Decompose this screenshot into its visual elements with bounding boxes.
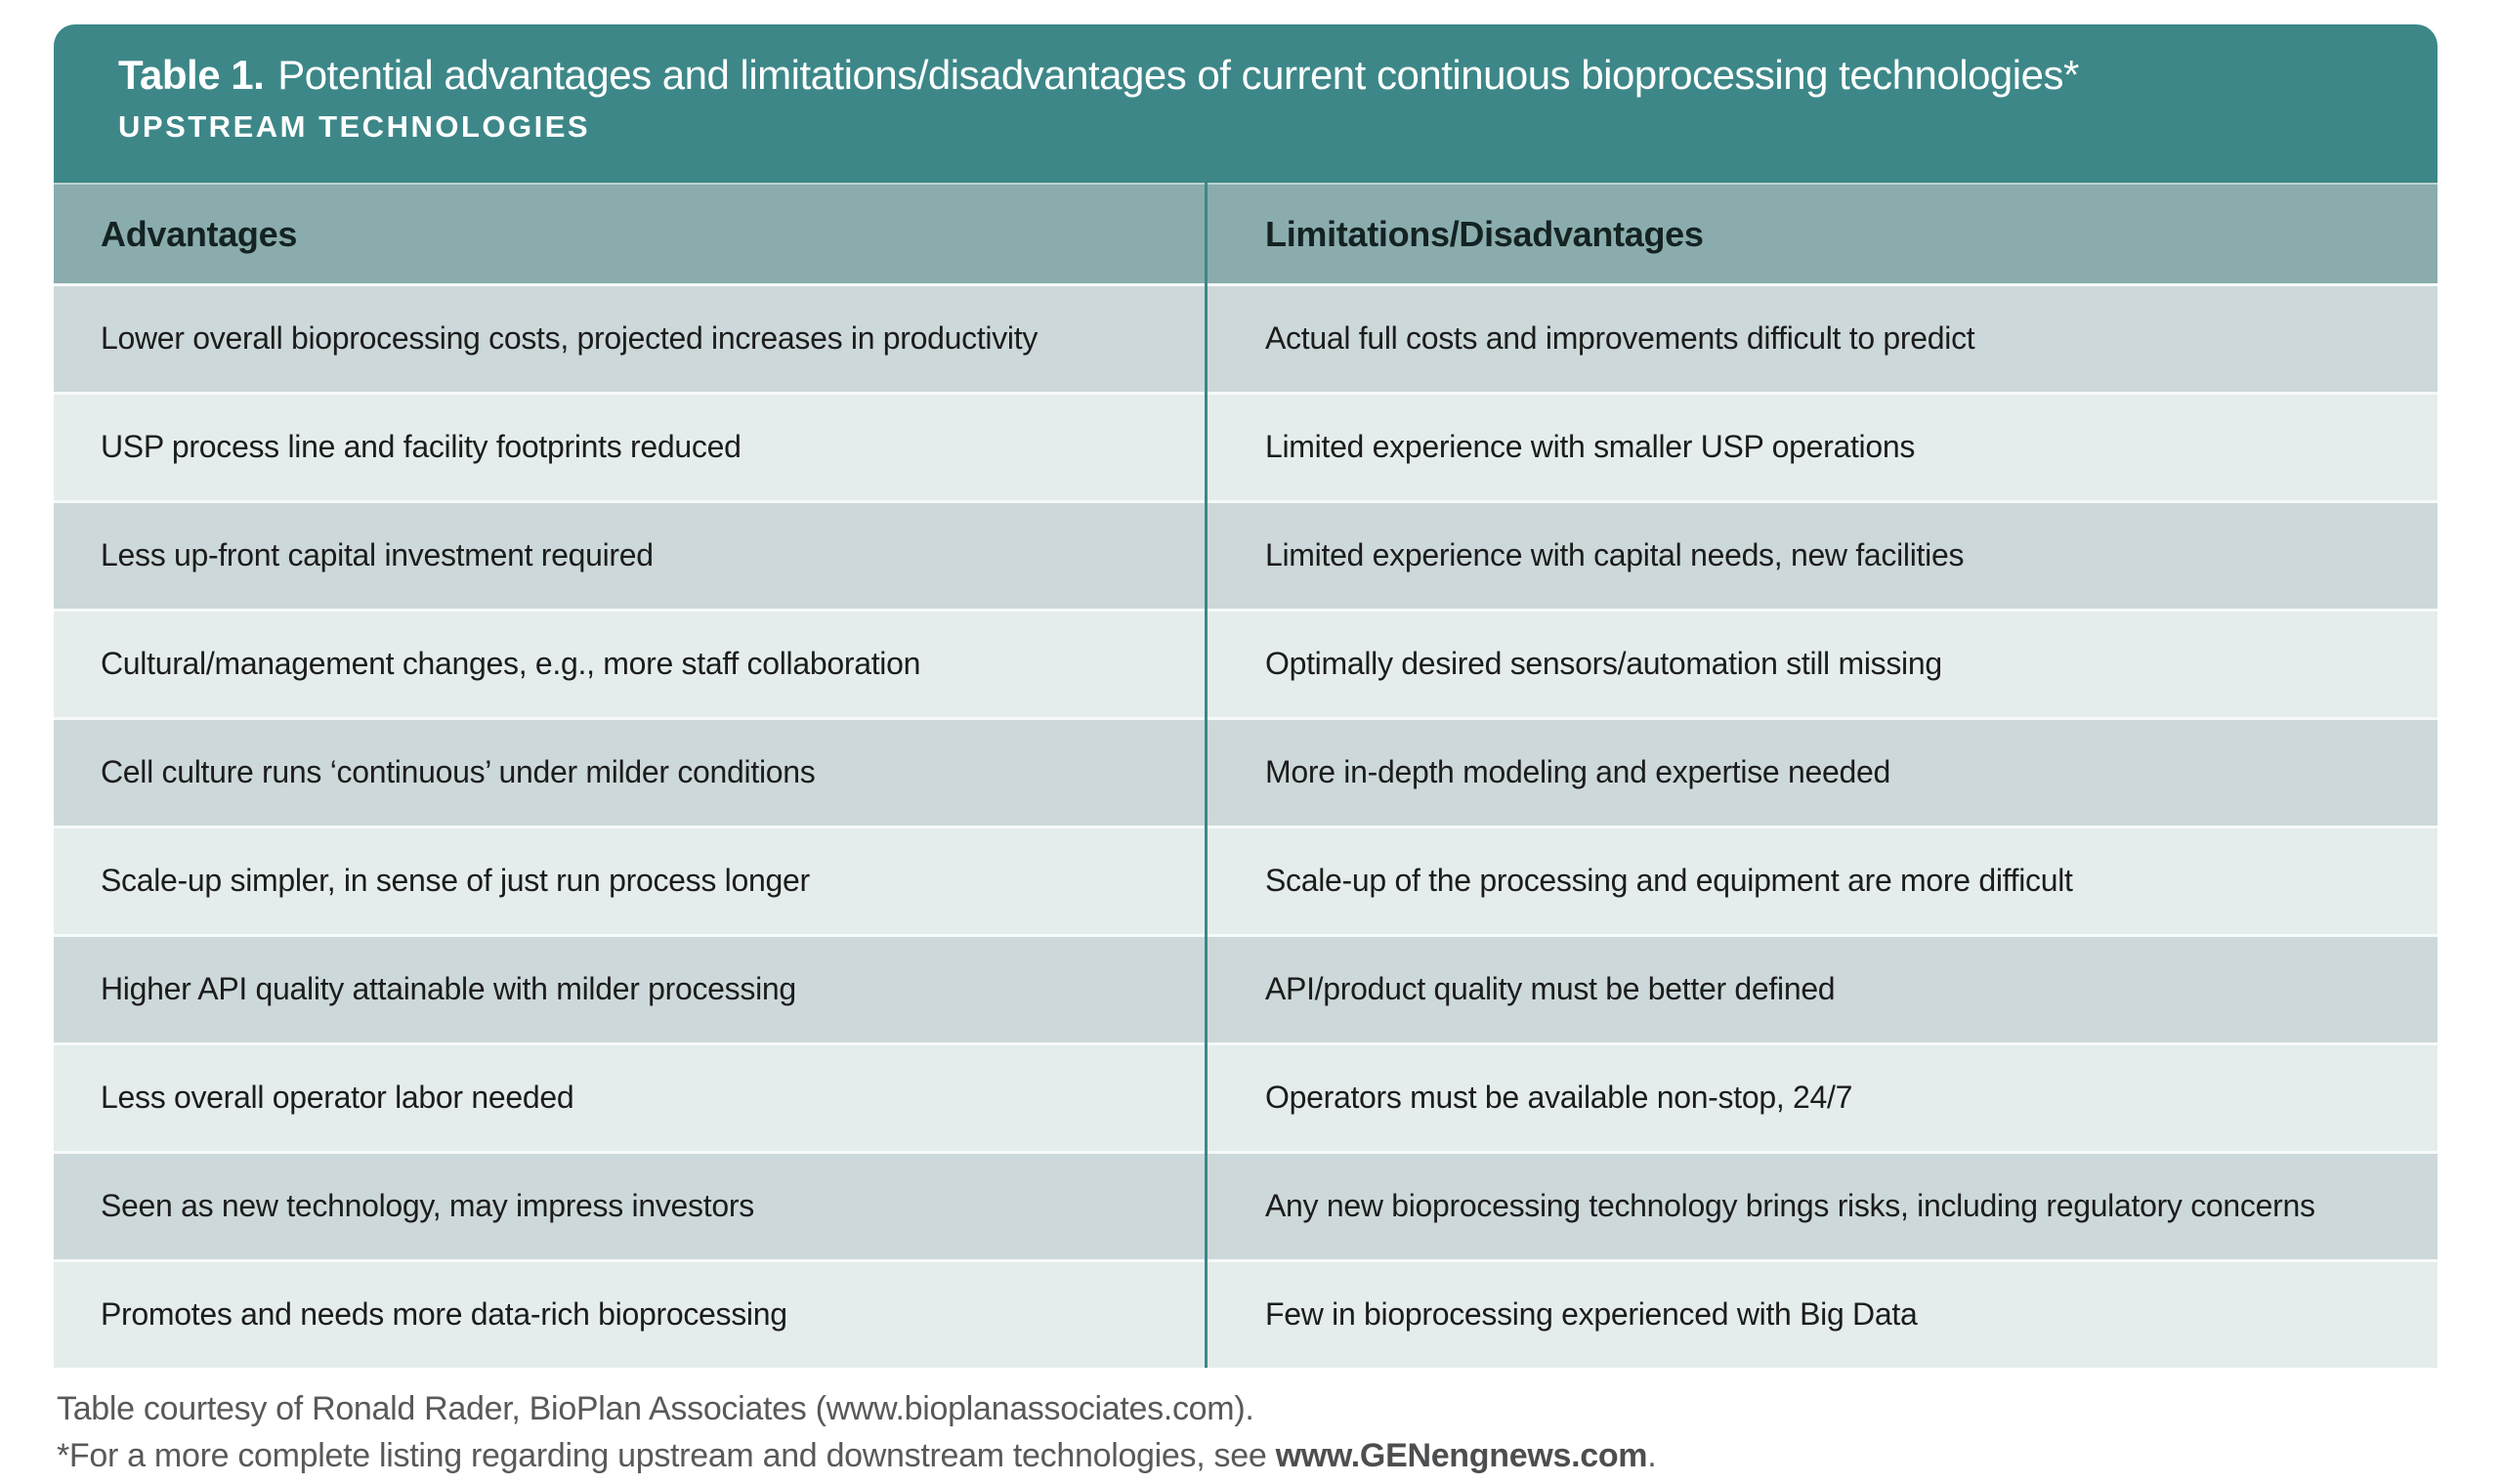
credit-line: Table courtesy of Ronald Rader, BioPlan … (57, 1390, 1254, 1427)
advantage-cell: Higher API quality attainable with milde… (101, 971, 796, 1007)
limitation-cell: Limited experience with smaller USP oper… (1265, 429, 1916, 465)
gen-url: www.GENengnews.com (1275, 1437, 1648, 1475)
table-body: Advantages Limitations/Disadvantages Low… (54, 183, 2437, 1368)
table-row: Scale-up simpler, in sense of just run p… (54, 826, 2437, 934)
advantage-cell: Seen as new technology, may impress inve… (101, 1188, 754, 1224)
advantage-cell: Lower overall bioprocessing costs, proje… (101, 320, 1039, 357)
table-footnotes: Table courtesy of Ronald Rader, BioPlan … (57, 1385, 2440, 1480)
advantage-cell: Scale-up simpler, in sense of just run p… (101, 863, 810, 899)
table-row: Less overall operator labor needed Opera… (54, 1042, 2437, 1151)
column-header-advantages: Advantages (101, 213, 298, 254)
table-number-label: Table 1. (118, 52, 265, 98)
table-row: USP process line and facility footprints… (54, 392, 2437, 500)
table-title: Table 1. Potential advantages and limitat… (118, 50, 2398, 102)
advantage-cell: Promotes and needs more data-rich biopro… (101, 1296, 787, 1333)
limitation-cell: More in-depth modeling and expertise nee… (1265, 754, 1890, 790)
bioprocessing-table: Table 1. Potential advantages and limitat… (54, 24, 2437, 1368)
table-row: Higher API quality attainable with milde… (54, 934, 2437, 1042)
footnote-period: . (1647, 1437, 1657, 1475)
table-subtitle: UPSTREAM TECHNOLOGIES (118, 108, 591, 144)
column-header-limitations: Limitations/Disadvantages (1265, 213, 1704, 254)
advantage-cell: USP process line and facility footprints… (101, 429, 742, 465)
limitation-cell: Operators must be available non-stop, 24… (1265, 1080, 1853, 1116)
footnote-text: *For a more complete listing regarding u… (57, 1437, 1276, 1475)
limitation-cell: Few in bioprocessing experienced with Bi… (1265, 1296, 1918, 1333)
table-title-bar: Table 1. Potential advantages and limitat… (54, 24, 2437, 183)
table-title-text: Potential advantages and limitations/dis… (277, 52, 2079, 98)
advantage-cell: Less up-front capital investment require… (101, 537, 654, 573)
limitation-cell: Limited experience with capital needs, n… (1265, 537, 1965, 573)
advantage-cell: Cell culture runs ‘continuous’ under mil… (101, 754, 816, 790)
table-row: Less up-front capital investment require… (54, 500, 2437, 609)
column-divider (1205, 183, 1208, 1368)
footnote-line: *For a more complete listing regarding u… (57, 1432, 2440, 1479)
table-row: Lower overall bioprocessing costs, proje… (54, 283, 2437, 392)
table-row: Cultural/management changes, e.g., more … (54, 609, 2437, 717)
table-rows: Lower overall bioprocessing costs, proje… (54, 283, 2437, 1368)
column-header-row: Advantages Limitations/Disadvantages (54, 183, 2437, 283)
table-row: Cell culture runs ‘continuous’ under mil… (54, 717, 2437, 826)
limitation-cell: Optimally desired sensors/automation sti… (1265, 646, 1942, 682)
advantage-cell: Less overall operator labor needed (101, 1080, 574, 1116)
table-row: Seen as new technology, may impress inve… (54, 1151, 2437, 1259)
limitation-cell: Any new bioprocessing technology brings … (1265, 1188, 2315, 1224)
limitation-cell: Scale-up of the processing and equipment… (1265, 863, 2073, 899)
limitation-cell: Actual full costs and improvements diffi… (1265, 320, 1975, 357)
table-row: Promotes and needs more data-rich biopro… (54, 1259, 2437, 1368)
advantage-cell: Cultural/management changes, e.g., more … (101, 646, 921, 682)
limitation-cell: API/product quality must be better defin… (1265, 971, 1836, 1007)
